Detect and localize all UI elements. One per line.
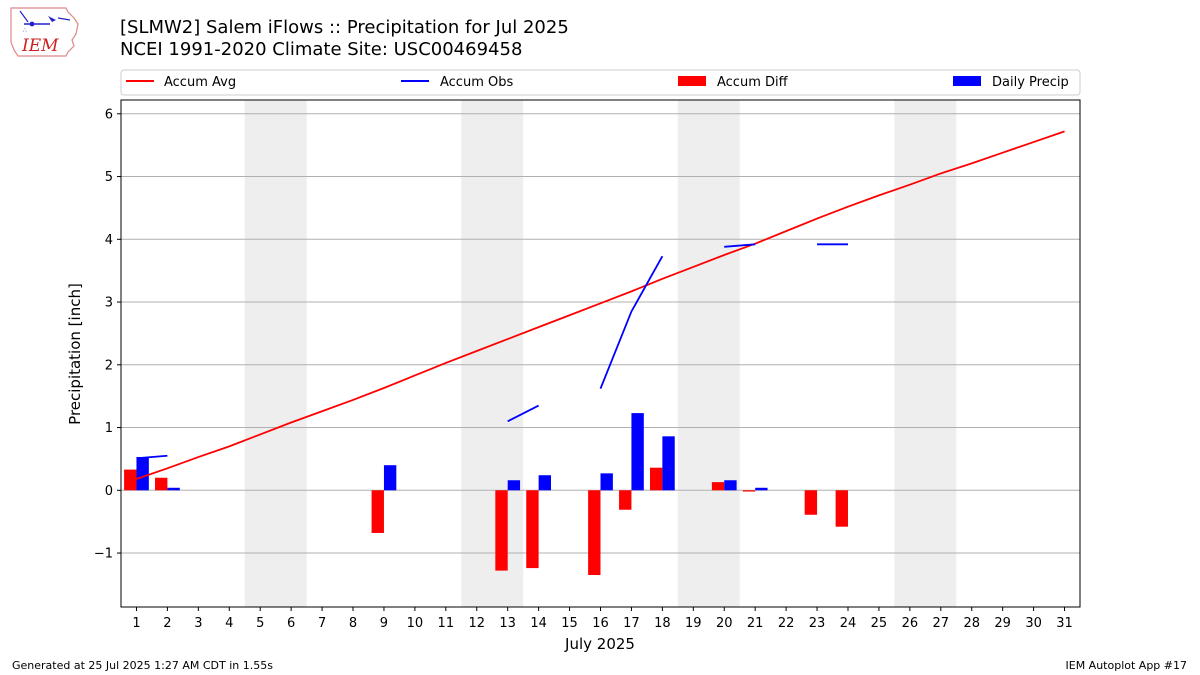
daily-precip-bar-day-14 [538, 475, 552, 491]
xtick-label: 13 [499, 616, 516, 631]
accum-diff-bar-day-17 [619, 490, 632, 510]
bars [124, 413, 848, 575]
xtick-label: 1 [132, 616, 140, 631]
y-ticks: −1 0 1 2 3 4 5 6 [94, 107, 121, 562]
accum-obs-line-segment-4 [724, 243, 756, 248]
ytick-label: 2 [105, 358, 113, 373]
accum-avg-line [136, 130, 1065, 480]
xtick-label: 20 [716, 616, 733, 631]
daily-precip-bar-day-16 [600, 473, 613, 491]
svg-text:∴: ∴ [23, 27, 27, 34]
daily-precip-bar-day-17 [631, 413, 644, 491]
ytick-label: −1 [94, 547, 113, 562]
xtick-label: 30 [1025, 616, 1042, 631]
accum-diff-bar-day-14 [526, 490, 539, 569]
xtick-label: 6 [287, 616, 295, 631]
legend-label-accum-avg: Accum Avg [164, 75, 236, 90]
accum-diff-bar-day-16 [588, 490, 601, 575]
legend: Accum Avg Accum Obs Accum Diff Daily Precip [120, 69, 1081, 96]
xtick-label: 16 [592, 616, 609, 631]
xtick-label: 9 [380, 616, 388, 631]
daily-precip-bar-day-9 [383, 465, 397, 491]
accum-diff-bar-day-20 [711, 482, 725, 491]
legend-box [120, 69, 1081, 96]
xtick-label: 25 [871, 616, 888, 631]
chart-subtitle: NCEI 1991-2020 Climate Site: USC00469458 [120, 39, 523, 60]
xtick-label: 15 [561, 616, 578, 631]
xtick-label: 29 [994, 616, 1011, 631]
daily-precip-bar-day-13 [507, 480, 521, 491]
xtick-label: 2 [163, 616, 171, 631]
weekend-band-3 [677, 100, 740, 607]
xtick-label: 14 [530, 616, 547, 631]
accum-obs-line-segment-2 [507, 404, 540, 423]
xtick-label: 5 [256, 616, 264, 631]
ytick-label: 3 [105, 296, 113, 311]
x-axis-label: July 2025 [564, 635, 635, 653]
xtick-label: 4 [225, 616, 233, 631]
x-ticks: 1 2 3 4 5 6 7 8 9 10 11 12 13 14 15 16 17 18 19 20 21 22 23 24 2… [132, 607, 1073, 631]
accum-diff-bar-day-18 [649, 467, 663, 491]
xtick-label: 26 [902, 616, 919, 631]
legend-swatch-accum-diff [678, 76, 706, 86]
ytick-label: 6 [105, 107, 113, 122]
daily-precip-bar-day-1 [136, 457, 149, 491]
daily-precip-bar-day-21 [755, 487, 768, 491]
xtick-label: 22 [778, 616, 795, 631]
xtick-label: 19 [685, 616, 702, 631]
logo-text: IEM [21, 36, 59, 56]
xtick-label: 18 [654, 616, 671, 631]
legend-swatch-daily-precip [953, 76, 981, 86]
xtick-label: 7 [318, 616, 326, 631]
y-axis-label: Precipitation [inch] [66, 283, 84, 425]
footer-app: IEM Autoplot App #17 [1065, 659, 1188, 672]
xtick-label: 23 [809, 616, 826, 631]
iowa-outline-icon [10, 7, 79, 57]
xtick-label: 24 [840, 616, 857, 631]
accum-diff-bar-day-1 [124, 469, 137, 491]
accum-diff-bar-day-2 [155, 477, 168, 491]
xtick-label: 10 [407, 616, 424, 631]
xtick-label: 31 [1056, 616, 1073, 631]
xtick-label: 11 [438, 616, 455, 631]
xtick-label: 21 [747, 616, 764, 631]
lines [136, 130, 1065, 480]
weekend-shading [244, 100, 957, 607]
legend-label-daily-precip: Daily Precip [992, 75, 1069, 90]
ytick-label: 4 [105, 233, 113, 248]
ytick-label: 1 [105, 421, 113, 436]
daily-precip-bar-day-20 [724, 480, 737, 491]
accum-obs-line-segment-3 [599, 255, 664, 389]
accum-diff-bar-day-13 [495, 490, 508, 571]
xtick-label: 27 [933, 616, 950, 631]
accum-diff-bar-day-21 [742, 490, 756, 492]
legend-label-accum-diff: Accum Diff [717, 75, 789, 90]
legend-label-accum-obs: Accum Obs [440, 75, 513, 90]
xtick-label: 3 [194, 616, 202, 631]
accum-obs-line-segment-1 [136, 454, 168, 460]
xtick-label: 8 [349, 616, 357, 631]
xtick-label: 28 [963, 616, 980, 631]
xtick-label: 12 [468, 616, 485, 631]
ytick-label: 0 [105, 484, 113, 499]
accum-diff-bar-day-9 [371, 490, 384, 533]
chart-title: [SLMW2] Salem iFlows :: Precipitation fo… [120, 17, 569, 38]
weekend-band-1 [244, 100, 307, 607]
ytick-label: 5 [105, 170, 113, 185]
iem-logo: ∴ IEM [8, 6, 80, 58]
accum-diff-bar-day-23 [804, 490, 818, 515]
daily-precip-bar-day-2 [167, 487, 180, 491]
footer-generated: Generated at 25 Jul 2025 1:27 AM CDT in … [12, 659, 273, 672]
weekend-band-4 [894, 100, 957, 607]
xtick-label: 17 [623, 616, 640, 631]
accum-diff-bar-day-24 [835, 490, 848, 527]
daily-precip-bar-day-18 [662, 436, 675, 491]
